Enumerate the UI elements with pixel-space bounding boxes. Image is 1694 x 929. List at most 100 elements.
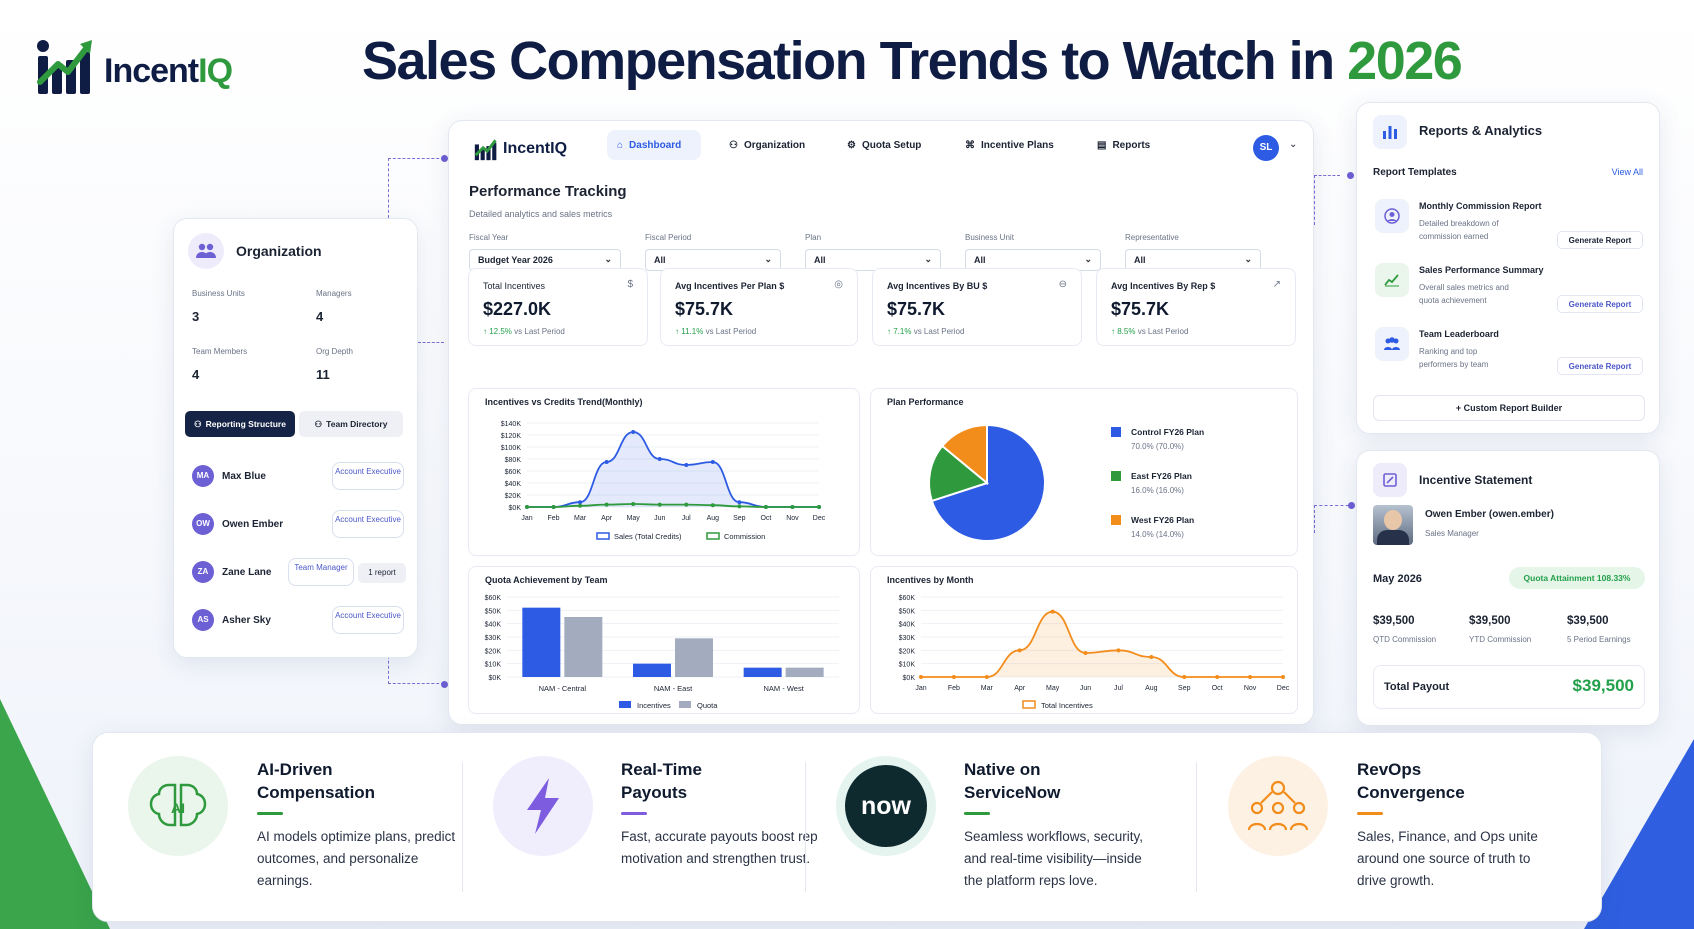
data-point bbox=[604, 502, 609, 507]
legend-swatch bbox=[619, 701, 631, 708]
stat-label: Team Members bbox=[192, 347, 248, 356]
x-tick-label: Oct bbox=[1212, 685, 1223, 692]
bar bbox=[522, 607, 561, 677]
view-all-link[interactable]: View All bbox=[1611, 167, 1643, 177]
metric-label: 5 Period Earnings bbox=[1567, 635, 1631, 644]
template-title: Monthly Commission Report bbox=[1419, 201, 1542, 211]
tab-reports[interactable]: ▤ Reports bbox=[1097, 139, 1151, 151]
person-name: Asher Sky bbox=[222, 615, 271, 626]
tab-reporting-structure[interactable]: ⚇ Reporting Structure bbox=[185, 411, 295, 437]
chart-title: Incentives vs Credits Trend(Monthly) bbox=[485, 397, 643, 407]
person-name: Owen Ember (owen.ember) bbox=[1425, 509, 1554, 520]
feature-desc: AI models optimize plans, predict outcom… bbox=[257, 829, 456, 888]
legend-swatch bbox=[679, 701, 691, 708]
custom-report-builder-button[interactable]: + Custom Report Builder bbox=[1373, 395, 1645, 421]
chart-panel: Quota Achievement by Team $60K $50K $40K $3… bbox=[468, 566, 860, 714]
dashboard-logo: IncentIQ bbox=[473, 137, 585, 163]
stat-label: Org Depth bbox=[316, 347, 353, 356]
plan-performance-chart: Control FY26 Plan 70.0% (70.0%) East FY26 … bbox=[928, 423, 1204, 542]
connector-line bbox=[388, 158, 444, 218]
legend-swatch bbox=[1111, 515, 1121, 525]
kpi-card: Avg Incentives By Rep $ ↗ $75.7K ↑ 8.5% … bbox=[1096, 268, 1296, 346]
chart-title: Incentives by Month bbox=[887, 575, 974, 585]
home-icon: ⌂ bbox=[617, 139, 624, 151]
page-subtitle: Detailed analytics and sales metrics bbox=[469, 209, 613, 219]
team-icon bbox=[1375, 327, 1409, 361]
stat-label: Business Units bbox=[192, 289, 245, 298]
template-desc: Overall sales metrics and quota achievem… bbox=[1419, 283, 1509, 305]
legend-label: Incentives bbox=[637, 701, 671, 710]
tab-dashboard[interactable]: ⌂ Dashboard bbox=[617, 139, 682, 151]
generate-report-button[interactable]: Generate Report bbox=[1557, 231, 1643, 249]
legend-value: 14.0% (14.0%) bbox=[1131, 530, 1184, 539]
y-tick-label: $20K bbox=[899, 648, 916, 655]
y-tick-label: $10K bbox=[485, 662, 502, 669]
x-tick-label: Jan bbox=[915, 685, 926, 692]
chevron-down-icon[interactable]: ⌄ bbox=[1289, 139, 1298, 150]
x-tick-label: Mar bbox=[981, 685, 994, 692]
list-item[interactable]: OW Owen Ember Account Executive bbox=[192, 507, 404, 543]
legend-label: Control FY26 Plan bbox=[1131, 427, 1204, 437]
list-item[interactable]: ZA Zane Lane Team Manager 1 report bbox=[192, 555, 406, 591]
trend-icon: ↗ bbox=[1272, 279, 1281, 290]
section-title: Report Templates bbox=[1373, 167, 1457, 178]
data-point bbox=[684, 502, 689, 507]
y-tick-label: $40K bbox=[485, 622, 502, 629]
bar bbox=[785, 667, 824, 677]
y-tick-label: $80K bbox=[505, 457, 522, 464]
tab-team-directory[interactable]: ⚇ Team Directory bbox=[299, 411, 403, 437]
person-role: Sales Manager bbox=[1425, 529, 1479, 538]
y-tick-label: $0K bbox=[903, 675, 916, 682]
chart-panel: Plan Performance Control FY26 Plan 70.0% … bbox=[870, 388, 1298, 556]
metric-value: $39,500 bbox=[1469, 615, 1511, 627]
divider bbox=[462, 762, 463, 892]
tab-organization[interactable]: ⚇ Organization bbox=[729, 139, 806, 151]
data-point bbox=[1116, 648, 1121, 653]
person-name: Owen Ember bbox=[222, 519, 284, 530]
tab-quota-setup[interactable]: ⚙ Quota Setup bbox=[847, 139, 922, 151]
stat-value: 3 bbox=[192, 309, 200, 324]
x-tick-label: Apr bbox=[601, 515, 613, 522]
legend-label: East FY26 Plan bbox=[1131, 471, 1192, 481]
lightning-icon bbox=[493, 756, 593, 856]
metric-value: $39,500 bbox=[1567, 615, 1609, 627]
x-tick-label: Nov bbox=[1244, 685, 1257, 692]
generate-report-button[interactable]: Generate Report bbox=[1557, 295, 1643, 313]
y-tick-label: $40K bbox=[899, 622, 916, 629]
data-point bbox=[525, 505, 529, 509]
y-tick-label: $0K bbox=[509, 505, 522, 512]
tab-dashboard-highlight bbox=[607, 130, 701, 160]
tab-incentive-plans[interactable]: ⌘ Incentive Plans bbox=[965, 139, 1054, 151]
now-logo: now bbox=[836, 756, 936, 856]
x-tick-label: May bbox=[627, 515, 641, 522]
feature-accent-bar bbox=[1357, 812, 1383, 815]
legend-swatch bbox=[1111, 427, 1121, 437]
incentive-statement-card: Incentive Statement Owen Ember (owen.emb… bbox=[1356, 450, 1660, 726]
filter-label: Representative bbox=[1125, 233, 1179, 242]
bar bbox=[675, 638, 713, 677]
y-tick-label: $20K bbox=[485, 648, 502, 655]
data-point bbox=[710, 503, 715, 508]
y-tick-label: $60K bbox=[505, 469, 522, 476]
list-item[interactable]: MA Max Blue Account Executive bbox=[192, 459, 404, 495]
logo-mark-icon bbox=[474, 139, 497, 161]
kpi-label: Avg Incentives By Rep $ bbox=[1111, 281, 1216, 291]
stat-value: 4 bbox=[192, 367, 200, 382]
legend-swatch bbox=[1111, 471, 1121, 481]
data-point bbox=[1083, 651, 1088, 655]
y-tick-label: $30K bbox=[485, 635, 502, 642]
data-point bbox=[790, 505, 795, 509]
org-icon: ⚇ bbox=[729, 139, 738, 151]
list-item[interactable]: AS Asher Sky Account Executive bbox=[192, 603, 404, 639]
generate-report-button[interactable]: Generate Report bbox=[1557, 357, 1643, 375]
user-avatar[interactable]: SL bbox=[1253, 135, 1279, 161]
data-point bbox=[951, 675, 956, 679]
org-card-title: Organization bbox=[236, 243, 322, 259]
total-payout-label: Total Payout bbox=[1384, 681, 1450, 693]
x-tick-label: Jun bbox=[654, 515, 665, 522]
data-point bbox=[604, 460, 609, 464]
y-tick-label: $60K bbox=[485, 595, 502, 602]
chevron-down-icon: ⌄ bbox=[764, 254, 772, 264]
person-name: Zane Lane bbox=[222, 567, 272, 578]
data-point bbox=[551, 505, 556, 509]
